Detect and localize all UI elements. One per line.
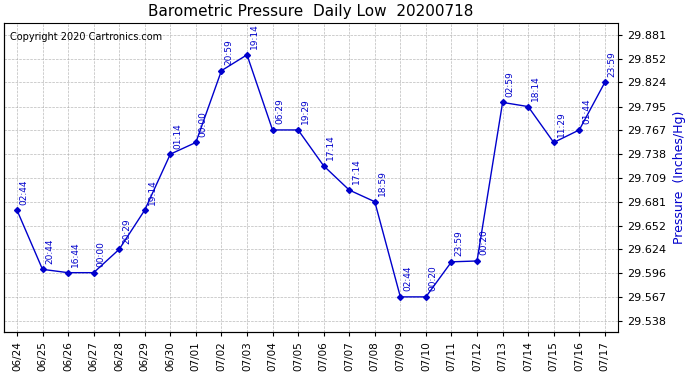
Text: 18:59: 18:59	[377, 170, 386, 196]
Text: 20:59: 20:59	[224, 39, 233, 65]
Text: 23:59: 23:59	[608, 51, 617, 77]
Text: 00:00: 00:00	[199, 111, 208, 137]
Text: 00:20: 00:20	[480, 230, 489, 255]
Text: 02:59: 02:59	[505, 71, 514, 97]
Text: 17:14: 17:14	[326, 135, 335, 160]
Text: 17:14: 17:14	[352, 159, 361, 184]
Text: 19:29: 19:29	[301, 99, 310, 124]
Text: 19:14: 19:14	[148, 179, 157, 204]
Text: 00:20: 00:20	[428, 266, 437, 291]
Text: 00:00: 00:00	[97, 241, 106, 267]
Text: 02:44: 02:44	[403, 266, 412, 291]
Text: Copyright 2020 Cartronics.com: Copyright 2020 Cartronics.com	[10, 32, 162, 42]
Text: 23:59: 23:59	[454, 231, 463, 256]
Text: 11:29: 11:29	[557, 111, 566, 137]
Text: 20:29: 20:29	[122, 218, 131, 244]
Y-axis label: Pressure  (Inches/Hg): Pressure (Inches/Hg)	[673, 111, 686, 244]
Text: 18:14: 18:14	[531, 75, 540, 101]
Text: 01:14: 01:14	[173, 123, 182, 148]
Title: Barometric Pressure  Daily Low  20200718: Barometric Pressure Daily Low 20200718	[148, 4, 473, 19]
Text: 20:44: 20:44	[46, 238, 55, 264]
Text: 16:44: 16:44	[71, 242, 80, 267]
Text: 01:44: 01:44	[582, 99, 591, 124]
Text: 06:29: 06:29	[275, 99, 284, 124]
Text: 02:44: 02:44	[20, 179, 29, 204]
Text: 19:14: 19:14	[250, 24, 259, 49]
